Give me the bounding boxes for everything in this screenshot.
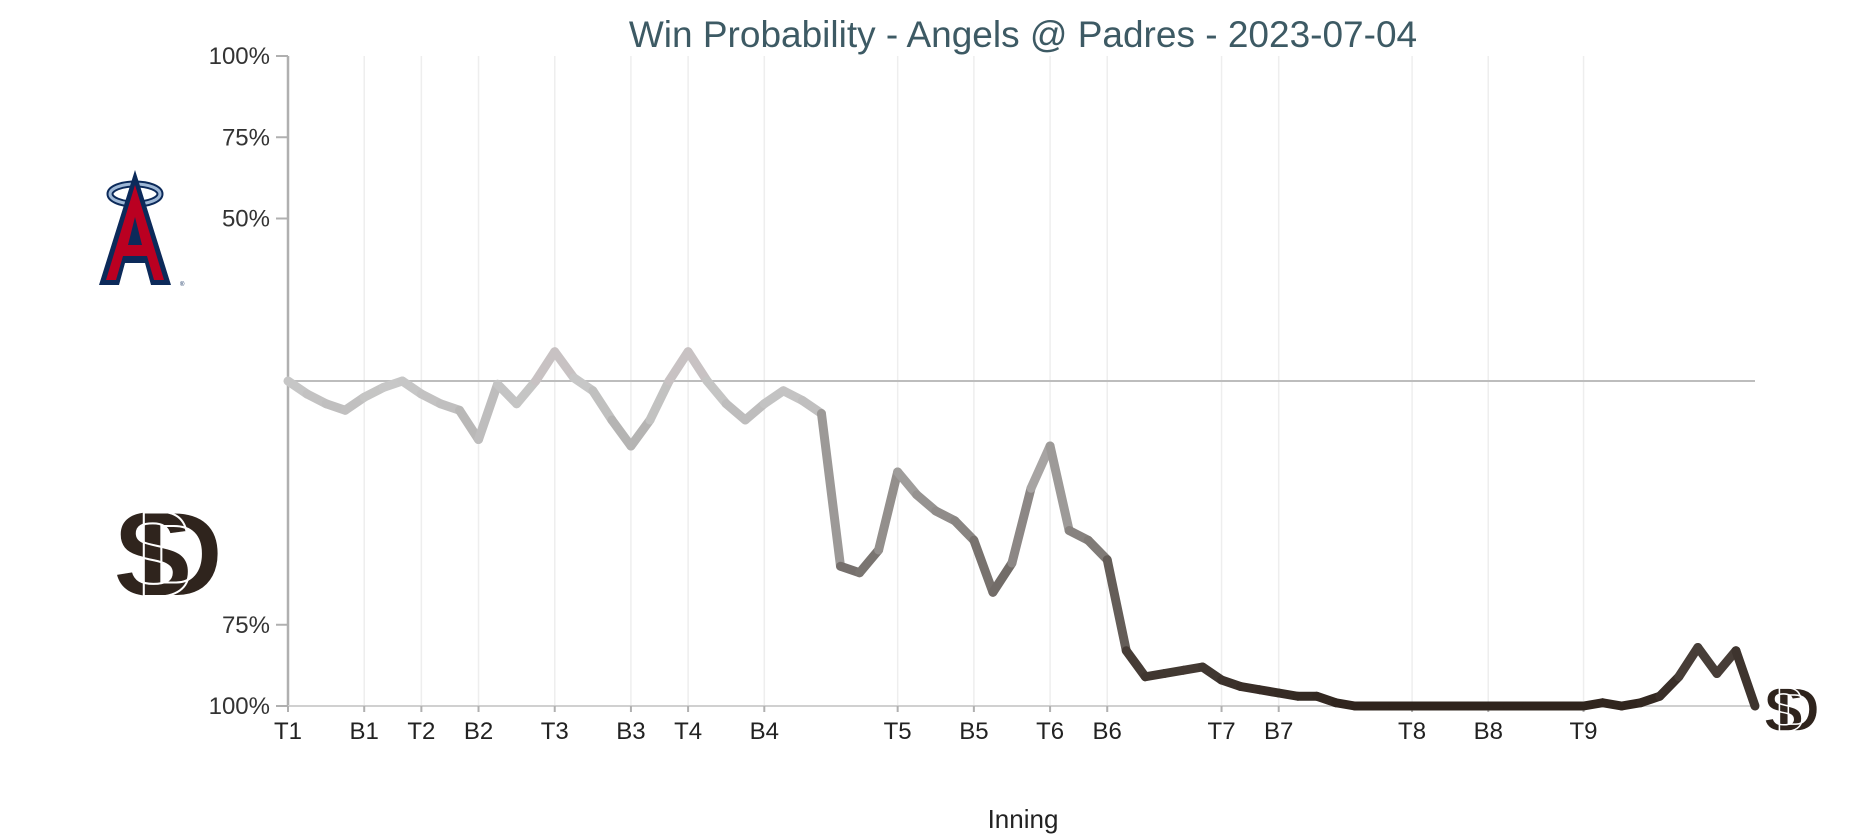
padres-sd-end-logo-icon: SD	[1762, 675, 1848, 746]
plot-area: 100% 75% 50% 75% 100% T1 B1 T2 B2 T3 B3 T4 B4 T5 B5 T6…	[209, 43, 1760, 745]
win-probability-segment	[664, 347, 693, 386]
svg-text:SD: SD	[1763, 676, 1818, 745]
x-tick-label: T1	[274, 718, 302, 745]
x-axis-label: Inning	[988, 804, 1059, 834]
win-probability-segment	[1655, 672, 1684, 701]
x-tick-label: T8	[1398, 718, 1426, 745]
y-axis-ticks: 100% 75% 50% 75% 100%	[209, 43, 288, 720]
win-probability-segment	[512, 376, 541, 409]
win-probability-segment	[1007, 483, 1036, 568]
win-probability-segment	[493, 379, 522, 409]
chart-title: Win Probability - Angels @ Padres - 2023…	[629, 14, 1417, 55]
win-probability-segment	[1083, 535, 1112, 565]
x-tick-label: T7	[1208, 718, 1236, 745]
x-tick-label: T5	[884, 718, 912, 745]
x-tick-label: T3	[541, 718, 569, 745]
win-probability-segment	[626, 415, 655, 451]
win-probability-segment	[645, 376, 674, 425]
win-probability-segment	[683, 347, 712, 386]
x-tick-label: T2	[407, 718, 435, 745]
win-probability-segment	[969, 535, 998, 597]
x-tick-label: B6	[1093, 718, 1122, 745]
x-tick-label: B2	[464, 718, 493, 745]
win-probability-segment	[1026, 441, 1055, 493]
y-tick-label: 100%	[209, 43, 270, 70]
win-probability-segment	[588, 386, 617, 425]
x-tick-label: B4	[750, 718, 779, 745]
y-tick-label: 100%	[209, 693, 270, 720]
win-probability-segment	[855, 545, 884, 578]
svg-text:®: ®	[180, 281, 185, 288]
win-probability-line	[283, 347, 1760, 711]
angels-halo-a-logo-icon: ®	[99, 170, 185, 288]
win-probability-segment	[1674, 643, 1703, 682]
win-probability-segment	[1121, 646, 1150, 682]
x-tick-label: B1	[350, 718, 379, 745]
x-tick-label: T6	[1036, 718, 1064, 745]
win-probability-segment	[702, 376, 731, 409]
win-probability-segment	[1102, 555, 1131, 656]
win-probability-segment	[607, 415, 636, 451]
win-probability-segment	[1693, 643, 1722, 678]
x-tick-label: B7	[1264, 718, 1293, 745]
win-probability-segment	[874, 467, 903, 555]
win-probability-segment	[550, 347, 579, 383]
win-probability-segment	[988, 558, 1017, 597]
win-probability-segment	[950, 516, 979, 545]
win-probability-segment	[1045, 441, 1074, 535]
svg-text:SD: SD	[112, 486, 218, 622]
x-tick-label: B8	[1474, 718, 1503, 745]
win-probability-segment	[474, 379, 503, 444]
win-probability-segment	[454, 405, 484, 444]
x-tick-label: T9	[1570, 718, 1598, 745]
y-tick-label: 75%	[222, 124, 270, 151]
y-tick-label: 75%	[222, 612, 270, 639]
padres-sd-logo-icon: SD	[111, 485, 277, 623]
y-tick-label: 50%	[222, 206, 270, 233]
win-probability-segment	[893, 467, 922, 500]
win-probability-segment	[531, 347, 560, 386]
win-probability-segment	[1731, 646, 1760, 711]
x-tick-label: B3	[616, 718, 645, 745]
x-tick-label: B5	[959, 718, 988, 745]
x-axis-ticks: T1 B1 T2 B2 T3 B3 T4 B4 T5 B5 T6 B6 T7 B7 T8 B8 T9	[274, 706, 1598, 745]
x-tick-label: T4	[674, 718, 702, 745]
win-probability-segment	[816, 409, 846, 571]
